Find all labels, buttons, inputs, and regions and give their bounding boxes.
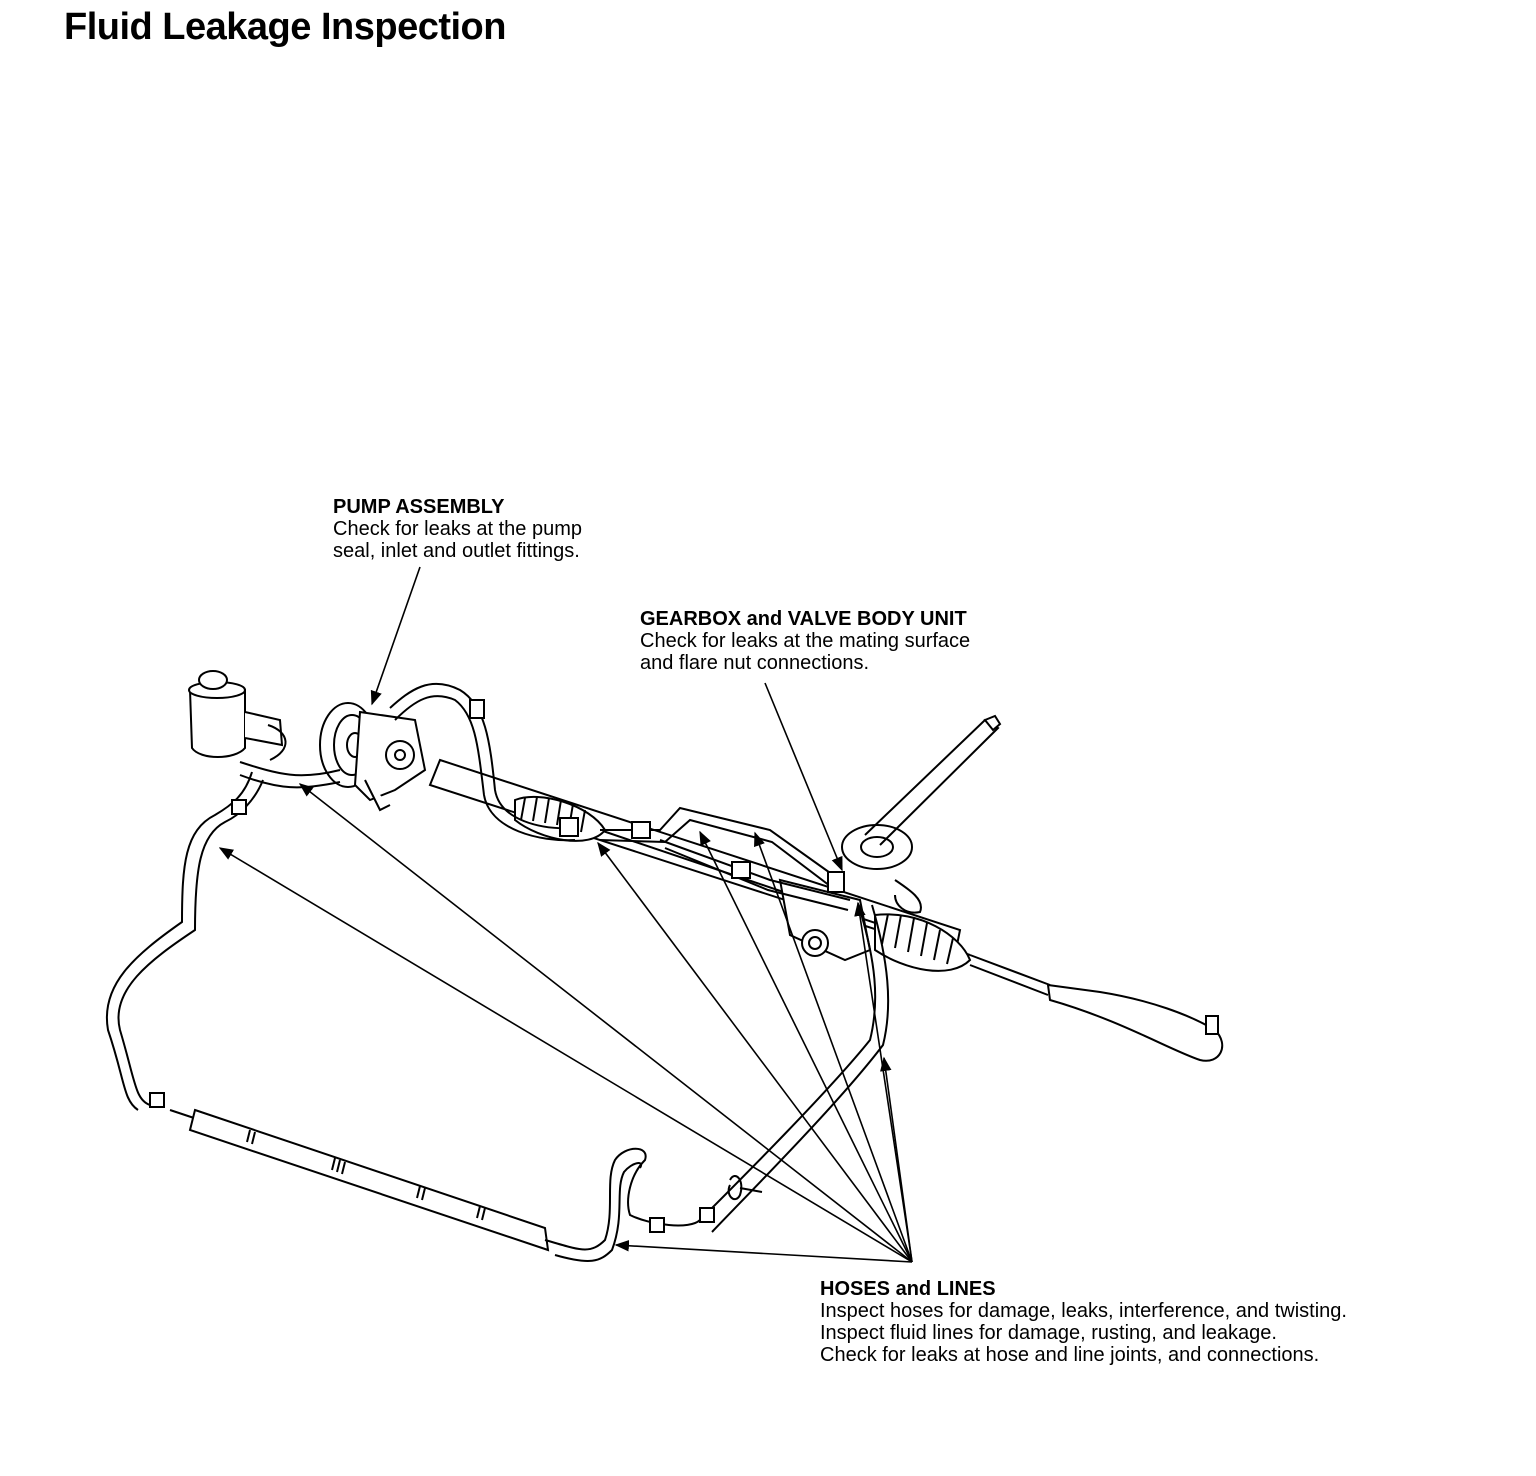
pump-assembly-heading: PUMP ASSEMBLY — [333, 496, 505, 518]
steering-rack — [428, 714, 1224, 1062]
pump-assembly-callout: PUMP ASSEMBLY Check for leaks at the pum… — [333, 496, 582, 562]
fluid-reservoir — [188, 670, 284, 758]
hoses-lines-heading: HOSES and LINES — [820, 1278, 996, 1300]
hoses-lines-callout: HOSES and LINES Inspect hoses for damage… — [820, 1278, 1347, 1366]
hose-leader-8 — [614, 1239, 913, 1263]
leader-lines — [218, 566, 913, 1263]
hoses-and-lines — [105, 682, 890, 1262]
hose-leader-7 — [880, 1056, 913, 1263]
pump-assembly — [319, 702, 427, 812]
page-title: Fluid Leakage Inspection — [64, 6, 506, 48]
hoses-lines-line-1: Inspect hoses for damage, leaks, interfe… — [820, 1300, 1347, 1322]
hoses-lines-line-3: Check for leaks at hose and line joints,… — [820, 1344, 1320, 1366]
gearbox-line-1: Check for leaks at the mating surface — [640, 630, 971, 652]
gearbox-heading: GEARBOX and VALVE BODY UNIT — [640, 608, 967, 630]
pump-assembly-line-1: Check for leaks at the pump — [333, 518, 583, 540]
hose-leader-5 — [754, 831, 913, 1263]
gearbox-leader — [764, 682, 843, 872]
hose-leader-2 — [298, 783, 913, 1263]
pump-assembly-line-2: seal, inlet and outlet fittings. — [333, 540, 580, 562]
pump-leader — [370, 566, 421, 706]
hose-leader-1 — [218, 847, 913, 1263]
right-boot — [874, 913, 972, 972]
gearbox-line-2: and flare nut connections. — [640, 652, 870, 674]
gearbox-callout: GEARBOX and VALVE BODY UNIT Check for le… — [640, 608, 970, 674]
hoses-lines-line-2: Inspect fluid lines for damage, rusting,… — [820, 1322, 1277, 1344]
hose-leader-4 — [699, 830, 913, 1263]
hose-leader-3 — [597, 841, 913, 1263]
